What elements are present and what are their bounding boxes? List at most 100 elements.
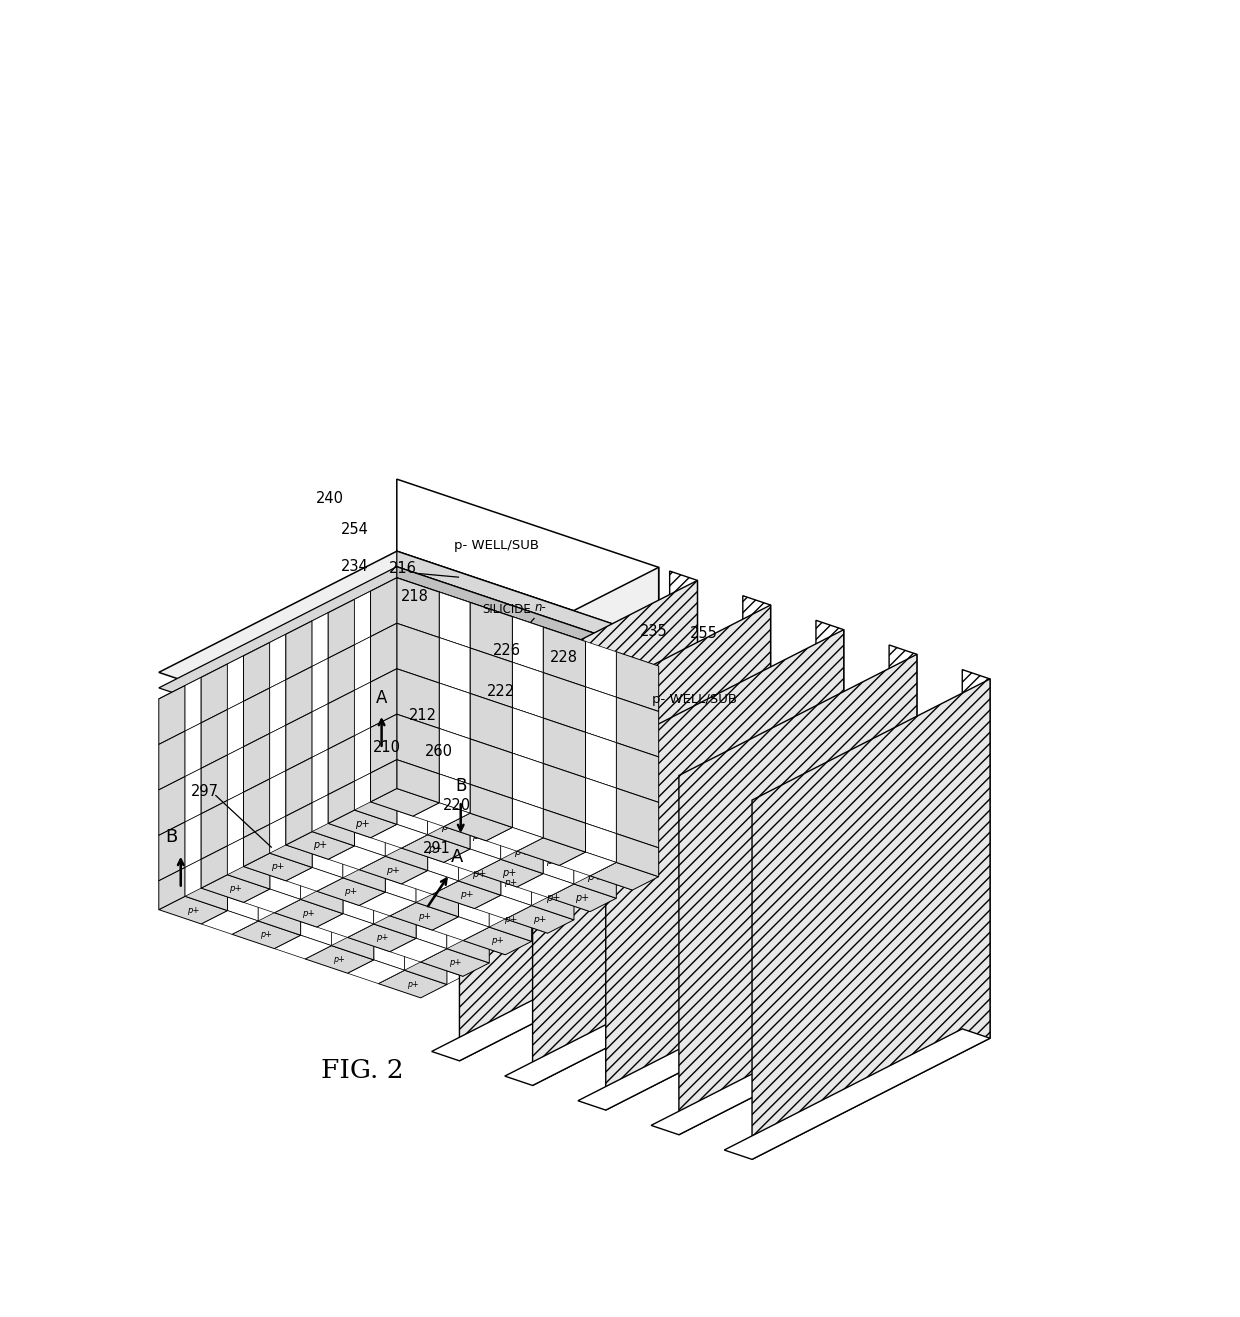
Polygon shape	[389, 910, 446, 934]
Polygon shape	[371, 760, 439, 788]
Polygon shape	[312, 803, 355, 846]
Polygon shape	[270, 769, 300, 824]
Polygon shape	[201, 882, 258, 906]
Polygon shape	[343, 803, 386, 863]
Polygon shape	[459, 715, 501, 776]
Polygon shape	[389, 938, 446, 961]
Polygon shape	[312, 712, 355, 772]
Text: 240: 240	[316, 491, 343, 506]
Polygon shape	[201, 910, 258, 934]
Text: n+: n+	[556, 652, 573, 662]
Polygon shape	[470, 648, 512, 707]
Polygon shape	[201, 836, 258, 860]
Polygon shape	[548, 686, 590, 747]
Polygon shape	[420, 874, 490, 902]
Polygon shape	[331, 909, 347, 946]
Polygon shape	[329, 749, 371, 809]
Polygon shape	[347, 931, 404, 955]
Polygon shape	[459, 852, 501, 896]
Polygon shape	[444, 648, 512, 676]
Polygon shape	[585, 641, 616, 697]
Polygon shape	[316, 681, 360, 740]
Polygon shape	[517, 799, 574, 823]
Polygon shape	[605, 630, 843, 1110]
Polygon shape	[347, 759, 373, 818]
Polygon shape	[316, 712, 386, 740]
Polygon shape	[389, 705, 433, 765]
Polygon shape	[532, 877, 574, 919]
Polygon shape	[389, 842, 433, 901]
Polygon shape	[816, 620, 843, 989]
Polygon shape	[331, 872, 373, 931]
Polygon shape	[444, 785, 512, 813]
Polygon shape	[373, 795, 389, 849]
Polygon shape	[463, 776, 506, 835]
Polygon shape	[331, 818, 347, 872]
Polygon shape	[386, 727, 417, 782]
Text: n+: n+	[629, 677, 646, 686]
Polygon shape	[428, 752, 444, 806]
Polygon shape	[316, 914, 373, 938]
Text: pb: pb	[557, 698, 572, 707]
Polygon shape	[678, 655, 916, 1135]
Polygon shape	[316, 668, 343, 726]
Text: nb: nb	[410, 694, 425, 703]
Polygon shape	[517, 673, 543, 731]
Polygon shape	[517, 809, 543, 851]
Polygon shape	[490, 844, 505, 898]
Polygon shape	[463, 911, 506, 955]
Polygon shape	[347, 960, 404, 984]
Polygon shape	[286, 868, 343, 892]
Polygon shape	[201, 846, 227, 888]
Polygon shape	[889, 645, 916, 1014]
Polygon shape	[470, 785, 512, 827]
Polygon shape	[574, 847, 590, 884]
Polygon shape	[258, 793, 274, 847]
Polygon shape	[420, 828, 446, 888]
Polygon shape	[243, 824, 270, 867]
Polygon shape	[270, 726, 548, 822]
Polygon shape	[331, 917, 373, 960]
Polygon shape	[355, 726, 386, 782]
Polygon shape	[316, 849, 386, 877]
Polygon shape	[397, 578, 439, 637]
Polygon shape	[459, 844, 475, 881]
Polygon shape	[402, 774, 444, 834]
Polygon shape	[578, 980, 843, 1110]
Polygon shape	[543, 673, 585, 732]
Polygon shape	[475, 785, 543, 813]
Polygon shape	[724, 1029, 990, 1159]
Polygon shape	[232, 710, 258, 769]
Polygon shape	[201, 755, 227, 814]
Polygon shape	[227, 747, 243, 801]
Polygon shape	[232, 801, 300, 828]
Polygon shape	[444, 820, 501, 844]
Polygon shape	[329, 736, 397, 764]
Polygon shape	[532, 868, 548, 906]
Text: nb: nb	[547, 811, 559, 820]
Polygon shape	[329, 781, 397, 809]
Polygon shape	[433, 761, 459, 820]
Polygon shape	[201, 710, 270, 738]
Polygon shape	[532, 823, 548, 877]
Polygon shape	[459, 843, 490, 898]
Polygon shape	[355, 599, 397, 658]
Polygon shape	[463, 927, 532, 955]
Polygon shape	[159, 578, 658, 788]
Polygon shape	[329, 658, 371, 718]
Polygon shape	[360, 856, 428, 884]
Polygon shape	[232, 756, 300, 784]
Polygon shape	[355, 773, 632, 869]
Polygon shape	[371, 751, 428, 774]
Polygon shape	[258, 847, 300, 906]
Polygon shape	[360, 691, 428, 719]
Polygon shape	[470, 774, 501, 831]
Polygon shape	[428, 842, 459, 881]
Polygon shape	[590, 697, 616, 756]
Polygon shape	[274, 906, 331, 930]
Text: p+: p+	[502, 868, 516, 878]
Polygon shape	[300, 871, 343, 914]
Polygon shape	[446, 874, 490, 934]
Polygon shape	[243, 643, 270, 702]
Polygon shape	[433, 670, 459, 730]
